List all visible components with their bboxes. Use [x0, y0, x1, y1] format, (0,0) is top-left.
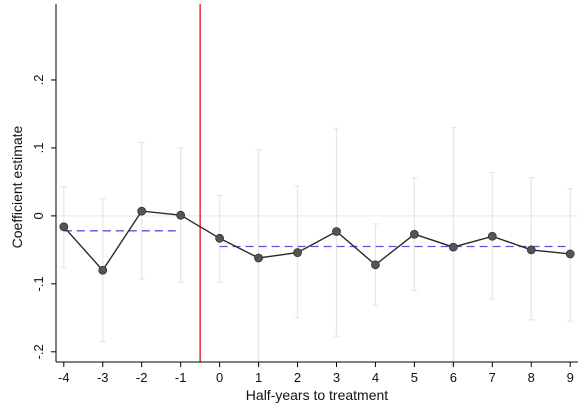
- x-tick-label: 1: [255, 370, 262, 385]
- coefficient-point: [59, 222, 69, 232]
- coefficient-point: [137, 206, 147, 216]
- x-tick-label: 5: [411, 370, 418, 385]
- coefficient-point: [371, 260, 380, 270]
- x-tick-label: -2: [136, 370, 148, 385]
- coefficient-point: [98, 265, 108, 275]
- coefficient-point: [487, 231, 497, 241]
- y-tick-label: 0: [31, 212, 46, 219]
- mean-reference-lines: [63, 230, 571, 248]
- x-tick-label: 0: [216, 370, 223, 385]
- axes: [55, 4, 578, 363]
- coefficient-points: [59, 206, 575, 275]
- x-tick-label: 4: [372, 370, 379, 385]
- x-tick-label: 3: [333, 370, 340, 385]
- coefficient-point: [254, 253, 263, 263]
- y-tick-label: -.1: [31, 276, 46, 291]
- coefficient-point: [215, 233, 225, 243]
- y-axis-title: Coefficient estimate: [9, 125, 25, 248]
- coefficient-point: [448, 242, 458, 252]
- x-tick-label: 8: [528, 370, 535, 385]
- y-axis-ticks: -.2 -.1 0 .1 .2: [31, 75, 56, 359]
- coefficient-point: [565, 249, 575, 259]
- coefficient-point: [526, 245, 536, 255]
- y-tick-label: .2: [31, 75, 46, 86]
- x-tick-label: -1: [175, 370, 187, 385]
- coefficient-point: [332, 227, 341, 236]
- x-tick-label: 6: [450, 370, 457, 385]
- x-axis-ticks: -4 -3 -2 -1 0 1 2 3 4 5 6 7 8 9: [58, 362, 574, 385]
- x-tick-label: 7: [489, 370, 496, 385]
- coefficient-point: [409, 229, 419, 239]
- coefficient-line-group: [63, 210, 571, 272]
- x-tick-label: 9: [567, 370, 574, 385]
- coefficient-point: [293, 248, 302, 257]
- coefficient-line: [63, 210, 571, 272]
- y-tick-label: -.2: [31, 344, 46, 359]
- x-tick-label: -4: [58, 370, 70, 385]
- x-tick-label: -3: [97, 370, 109, 385]
- coefficient-point: [176, 210, 186, 220]
- x-axis-title: Half-years to treatment: [246, 387, 388, 403]
- y-tick-label: .1: [31, 143, 46, 154]
- x-tick-label: 2: [294, 370, 301, 385]
